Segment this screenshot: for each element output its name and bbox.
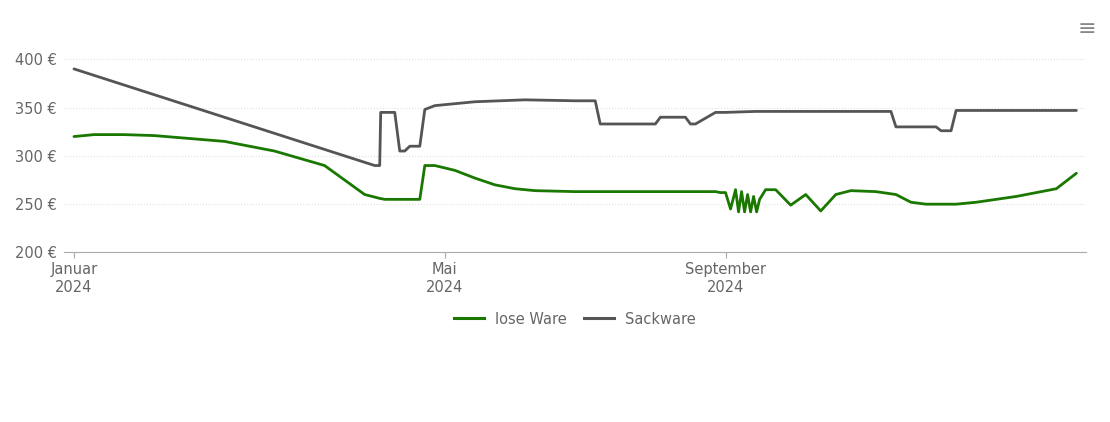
Legend: lose Ware, Sackware: lose Ware, Sackware bbox=[448, 306, 702, 333]
Text: ≡: ≡ bbox=[1078, 19, 1097, 38]
